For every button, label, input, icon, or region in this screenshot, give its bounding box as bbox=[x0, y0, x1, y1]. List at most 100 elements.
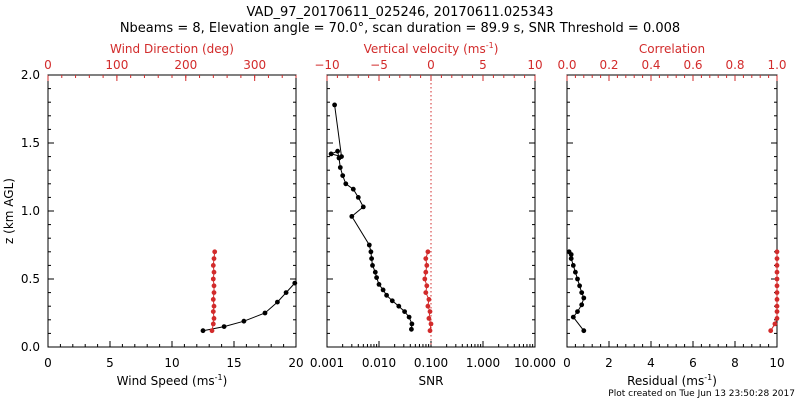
bottom-tick-label: 5 bbox=[106, 356, 114, 370]
bottom-tick-label: 0.001 bbox=[310, 356, 344, 370]
data-point bbox=[581, 328, 587, 334]
bottom-tick-label: 15 bbox=[226, 356, 241, 370]
data-point bbox=[424, 283, 430, 289]
data-point bbox=[350, 186, 356, 192]
data-point bbox=[774, 303, 780, 309]
data-point bbox=[423, 290, 429, 295]
bottom-tick-label: 0.010 bbox=[362, 356, 396, 370]
top-axis-label: Correlation bbox=[639, 42, 705, 56]
data-point bbox=[211, 256, 217, 261]
top-tick-label: 0 bbox=[44, 58, 52, 72]
data-point bbox=[211, 316, 217, 321]
data-point bbox=[568, 256, 574, 261]
top-tick-label: 5 bbox=[479, 58, 487, 72]
data-point bbox=[343, 181, 349, 187]
data-point bbox=[577, 283, 582, 289]
top-axis-label: Wind Direction (deg) bbox=[110, 42, 234, 56]
top-tick-label: 100 bbox=[105, 58, 128, 72]
data-point bbox=[374, 275, 379, 280]
data-point bbox=[369, 256, 374, 261]
data-point bbox=[211, 290, 217, 295]
data-point bbox=[774, 297, 780, 302]
data-point bbox=[422, 276, 428, 282]
data-point bbox=[774, 290, 780, 295]
data-point bbox=[380, 287, 386, 293]
top-axis-label: Vertical velocity (ms-1) bbox=[364, 41, 499, 56]
data-point bbox=[424, 263, 430, 268]
data-point bbox=[349, 214, 355, 219]
figure-title-line-2: Nbeams = 8, Elevation angle = 70.0°, sca… bbox=[120, 21, 680, 36]
data-point bbox=[335, 148, 340, 154]
data-point bbox=[579, 302, 585, 308]
data-point bbox=[370, 263, 375, 268]
data-point bbox=[575, 276, 580, 282]
top-tick-label: −5 bbox=[370, 58, 388, 72]
data-point bbox=[427, 309, 433, 314]
bottom-tick-label: 2 bbox=[605, 356, 613, 370]
bottom-axis-label: SNR bbox=[419, 374, 444, 388]
panel-frame bbox=[566, 74, 778, 348]
data-point bbox=[425, 249, 431, 255]
data-point bbox=[241, 318, 247, 324]
bottom-tick-label: 6 bbox=[689, 356, 697, 370]
bottom-tick-label: 8 bbox=[731, 356, 739, 370]
data-point bbox=[423, 256, 429, 261]
top-tick-label: 10 bbox=[527, 58, 542, 72]
data-point bbox=[210, 321, 216, 327]
data-point bbox=[566, 249, 572, 255]
data-point bbox=[210, 263, 216, 268]
figure-title-line-1: VAD_97_20170611_025246, 20170611.025343 bbox=[247, 5, 554, 20]
data-point bbox=[575, 309, 580, 314]
y-axis-label: z (km AGL) bbox=[2, 178, 16, 244]
data-point bbox=[768, 328, 774, 334]
top-tick-label: 0.6 bbox=[683, 58, 702, 72]
data-point bbox=[570, 314, 576, 320]
top-tick-label: 0 bbox=[427, 58, 435, 72]
data-point bbox=[211, 269, 217, 275]
data-point bbox=[409, 321, 415, 327]
data-point bbox=[774, 269, 780, 275]
bottom-tick-label: 10 bbox=[769, 356, 784, 370]
data-point bbox=[426, 316, 432, 321]
data-point bbox=[337, 165, 343, 170]
data-point bbox=[376, 282, 382, 287]
data-point bbox=[384, 292, 389, 298]
data-point bbox=[774, 316, 780, 321]
data-point bbox=[573, 269, 578, 275]
data-point bbox=[366, 242, 372, 248]
panel-3: 0 2 4 6 8 10 Residual (ms-1) 0.0 0.2 0.4 0.6 0.8 1.0… bbox=[557, 42, 786, 388]
data-point bbox=[212, 249, 218, 255]
data-point bbox=[355, 195, 361, 200]
data-point bbox=[210, 297, 216, 302]
data-point bbox=[409, 326, 414, 332]
y-tick-label: 2.0 bbox=[21, 68, 40, 82]
top-tick-label: 0.2 bbox=[599, 58, 618, 72]
data-point bbox=[339, 154, 344, 160]
bottom-tick-label: 20 bbox=[288, 356, 303, 370]
top-tick-label: 1.0 bbox=[767, 58, 786, 72]
data-point bbox=[426, 297, 432, 302]
panel-frame bbox=[47, 74, 297, 348]
data-point bbox=[774, 283, 780, 289]
data-point bbox=[774, 249, 780, 255]
data-point bbox=[425, 303, 431, 309]
top-tick-label: −10 bbox=[314, 58, 339, 72]
data-point bbox=[581, 295, 587, 301]
data-point bbox=[283, 290, 289, 295]
data-point bbox=[360, 204, 366, 210]
bottom-tick-label: 10 bbox=[164, 356, 179, 370]
bottom-tick-label: 0 bbox=[44, 356, 52, 370]
bottom-tick-label: 10.000 bbox=[514, 356, 556, 370]
top-tick-label: 200 bbox=[174, 58, 197, 72]
bottom-tick-label: 0.100 bbox=[414, 356, 448, 370]
bottom-axis-label: Residual (ms-1) bbox=[627, 373, 717, 388]
data-point bbox=[570, 263, 576, 268]
data-point bbox=[328, 151, 334, 157]
data-point bbox=[579, 290, 585, 295]
data-point bbox=[428, 321, 434, 327]
bottom-tick-label: 0 bbox=[563, 356, 571, 370]
data-point bbox=[427, 328, 433, 334]
top-tick-label: 300 bbox=[243, 58, 266, 72]
